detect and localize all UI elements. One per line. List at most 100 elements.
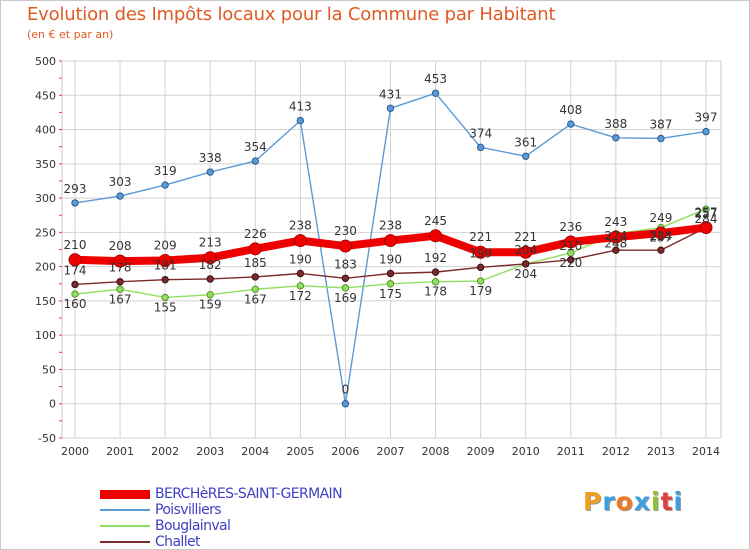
- data-label: 249: [649, 211, 672, 225]
- data-point: [564, 235, 578, 249]
- proxiti-logo: Proxiti: [583, 487, 683, 516]
- legend-swatch: [100, 541, 150, 543]
- y-tick-label: 150: [35, 295, 56, 308]
- data-label: 431: [379, 87, 402, 101]
- data-label: 185: [244, 256, 267, 270]
- data-point: [476, 277, 485, 285]
- data-point: [203, 251, 217, 265]
- legend-label: Challet: [155, 534, 201, 550]
- data-label: 204: [514, 243, 537, 257]
- data-point: [341, 274, 350, 282]
- data-label: 210: [64, 238, 87, 252]
- data-point: [116, 278, 124, 286]
- data-label: 192: [424, 251, 447, 265]
- logo-letter: P: [583, 487, 603, 516]
- data-label: 284: [695, 212, 718, 226]
- data-label: 408: [559, 103, 582, 117]
- data-label: 374: [469, 126, 492, 140]
- logo-letter: t: [660, 487, 674, 516]
- data-label: 167: [109, 292, 132, 306]
- data-point: [702, 127, 710, 136]
- data-point: [251, 273, 259, 281]
- data-label: 303: [109, 175, 132, 189]
- data-point: [161, 275, 169, 284]
- data-label: 257: [695, 206, 718, 220]
- data-label: 248: [604, 237, 627, 251]
- data-point: [71, 280, 79, 289]
- data-point: [476, 143, 485, 152]
- data-point: [296, 116, 305, 125]
- x-tick-label: 2005: [286, 445, 314, 458]
- data-point: [206, 168, 214, 176]
- data-label: 190: [379, 252, 402, 266]
- data-label: 238: [289, 219, 312, 233]
- data-point: [113, 254, 127, 268]
- data-label: 245: [424, 214, 447, 228]
- data-label: 387: [649, 117, 672, 131]
- data-point: [386, 104, 395, 112]
- legend-swatch: [100, 490, 150, 499]
- data-point: [522, 152, 530, 160]
- x-tick-label: 2006: [331, 445, 359, 458]
- data-label: 220: [559, 256, 582, 270]
- data-point: [206, 291, 214, 299]
- data-label: 175: [379, 287, 402, 301]
- x-tick-label: 2011: [557, 445, 585, 458]
- y-tick-label: 450: [35, 89, 56, 102]
- data-point: [654, 226, 668, 240]
- x-tick-label: 2004: [241, 445, 269, 458]
- data-point: [384, 234, 397, 248]
- data-point: [657, 134, 665, 143]
- x-tick-label: 2000: [61, 445, 89, 458]
- data-label: 155: [154, 300, 177, 314]
- data-label: 397: [695, 111, 718, 125]
- legend-label: Poisvilliers: [155, 502, 222, 518]
- data-label: 204: [514, 267, 537, 281]
- legend-label: BERCHèRES-SAINT-GERMAIN: [155, 486, 343, 502]
- line-chart: -50 0 50 100 150 200 250 300 350 400 450 500 2000 200…: [35, 55, 722, 458]
- data-label: 221: [469, 230, 492, 244]
- x-tick-label: 2008: [422, 445, 450, 458]
- data-label: 181: [154, 259, 177, 273]
- data-point: [251, 285, 259, 293]
- data-point: [71, 199, 79, 207]
- data-point: [431, 278, 440, 286]
- data-label: 257: [695, 207, 718, 221]
- data-point: [474, 245, 488, 259]
- data-point: [612, 246, 620, 254]
- data-label: 210: [559, 239, 582, 253]
- data-label: 174: [64, 263, 87, 277]
- x-tick-label: 2013: [647, 445, 675, 458]
- legend-swatch: [100, 509, 150, 511]
- data-label: 182: [199, 258, 222, 272]
- data-point: [519, 245, 533, 259]
- data-label: 213: [199, 236, 222, 250]
- data-label: 236: [559, 220, 582, 234]
- data-label: 224: [649, 229, 672, 243]
- data-point: [206, 275, 214, 283]
- plot-area: [61, 60, 722, 439]
- data-label: 159: [199, 298, 222, 312]
- data-point: [386, 269, 395, 278]
- logo-letter: i: [673, 487, 684, 516]
- x-tick-label: 2001: [106, 445, 134, 458]
- legend-item: BERCHèRES-SAINT-GERMAIN: [100, 486, 420, 502]
- legend-item: Poisvilliers: [100, 502, 420, 518]
- x-tick-label: 2007: [377, 445, 405, 458]
- x-tick-label: 2012: [602, 445, 630, 458]
- data-point: [338, 239, 352, 253]
- legend-swatch: [100, 525, 150, 527]
- data-point: [431, 89, 440, 97]
- data-label: 453: [424, 72, 447, 86]
- data-label: 238: [379, 219, 402, 233]
- x-tick-label: 2003: [196, 445, 224, 458]
- data-label: 209: [154, 238, 177, 252]
- data-point: [567, 120, 575, 128]
- data-point: [476, 263, 485, 272]
- data-label: 199: [469, 246, 492, 260]
- y-tick-label: 50: [42, 363, 56, 376]
- data-point: [657, 246, 665, 254]
- data-point: [429, 229, 443, 243]
- data-point: [431, 268, 440, 276]
- data-label: 361: [514, 135, 537, 149]
